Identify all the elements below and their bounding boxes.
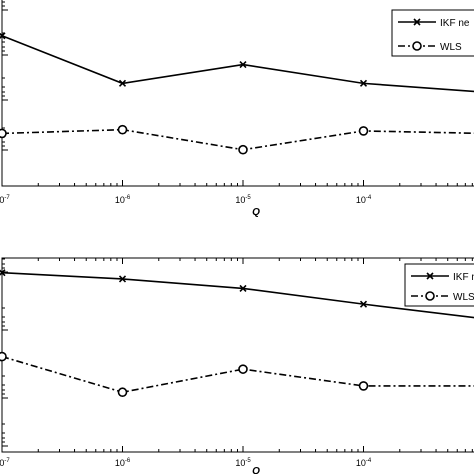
series-marker: [239, 284, 247, 292]
x-tick-label: 10-6: [115, 458, 131, 468]
legend-marker: [413, 18, 421, 26]
x-tick-label: 10-4: [356, 195, 372, 205]
chart-panel-1: 10-7 10-6 10-5 10-4 Q IKF ne WLS: [0, 0, 474, 218]
x-tick-label: 10-7: [0, 195, 10, 205]
x-axis-label: Q: [252, 207, 260, 218]
series-marker: [0, 32, 6, 40]
series-marker: [118, 275, 127, 283]
legend-label: WLS: [440, 42, 462, 53]
series-marker: [118, 79, 127, 87]
series-marker: [117, 124, 128, 135]
x-tick-label: 10-4: [356, 458, 372, 468]
legend-label: WLS: [453, 292, 474, 303]
legend: IKF ne WLS: [391, 9, 474, 57]
series-marker: [0, 351, 7, 362]
x-tick-label: 10-5: [235, 458, 251, 468]
legend-marker: [412, 41, 422, 51]
series-line: [1, 128, 474, 151]
series-marker: [359, 300, 368, 308]
chart-panel-2: 10-7 10-6 10-5 10-4 Q IKF ne WLS: [0, 257, 474, 474]
legend-marker: [425, 291, 435, 301]
series-marker: [238, 364, 248, 374]
legend: IKF ne WLS: [404, 263, 474, 307]
series-marker: [0, 128, 7, 139]
legend-label: IKF ne: [453, 272, 474, 283]
series-marker: [358, 381, 369, 391]
x-tick-label: 10-5: [235, 195, 251, 205]
series-marker: [0, 269, 6, 277]
series-line: [1, 271, 474, 319]
series-marker: [117, 387, 128, 398]
series-line: [1, 355, 474, 394]
legend-label: IKF ne: [440, 18, 470, 29]
legend-marker: [426, 272, 434, 280]
x-tick-label: 10-6: [115, 195, 131, 205]
legend-box: [391, 9, 474, 57]
series-marker: [358, 126, 369, 136]
x-axis-label: Q: [252, 466, 260, 474]
series-marker: [359, 79, 368, 87]
series-marker: [238, 144, 248, 155]
legend-box: [404, 263, 474, 307]
x-tick-label: 10-7: [0, 458, 10, 468]
axes-frame: [1, 257, 474, 453]
series-marker: [239, 61, 247, 69]
